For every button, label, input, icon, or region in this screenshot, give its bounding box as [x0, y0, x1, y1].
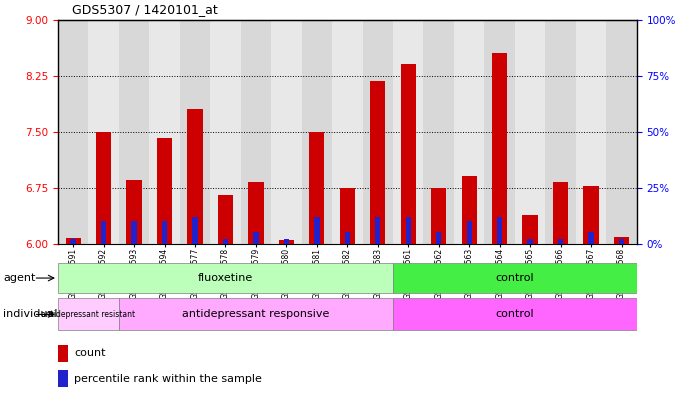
- Bar: [558, 239, 563, 244]
- Text: GDS5307 / 1420101_at: GDS5307 / 1420101_at: [72, 3, 217, 16]
- Bar: [619, 239, 624, 244]
- Bar: [223, 239, 228, 244]
- Bar: [157, 138, 172, 244]
- Bar: [89, 20, 118, 244]
- Bar: [393, 299, 637, 330]
- Text: agent: agent: [3, 273, 36, 283]
- Bar: [393, 263, 637, 293]
- Bar: [70, 239, 76, 244]
- Bar: [240, 20, 271, 244]
- Bar: [614, 237, 629, 244]
- Bar: [58, 370, 68, 387]
- Text: control: control: [496, 309, 534, 320]
- Bar: [58, 345, 68, 362]
- Text: percentile rank within the sample: percentile rank within the sample: [74, 374, 262, 384]
- Bar: [249, 182, 264, 244]
- Bar: [375, 217, 381, 244]
- Bar: [462, 176, 477, 244]
- Bar: [96, 132, 111, 244]
- Text: individual: individual: [3, 309, 58, 320]
- Bar: [400, 64, 416, 244]
- Bar: [65, 239, 81, 244]
- Bar: [127, 180, 142, 244]
- Bar: [332, 20, 362, 244]
- Bar: [484, 20, 515, 244]
- Bar: [436, 232, 441, 244]
- Bar: [101, 221, 106, 244]
- Bar: [497, 217, 503, 244]
- Bar: [58, 299, 118, 330]
- Bar: [314, 217, 319, 244]
- Bar: [210, 20, 240, 244]
- Bar: [606, 20, 637, 244]
- Bar: [515, 20, 545, 244]
- Bar: [118, 20, 149, 244]
- Bar: [149, 20, 180, 244]
- Text: fluoxetine: fluoxetine: [197, 273, 253, 283]
- Bar: [118, 299, 393, 330]
- Text: count: count: [74, 348, 106, 358]
- Bar: [340, 187, 355, 244]
- Bar: [345, 232, 350, 244]
- Bar: [58, 20, 89, 244]
- Bar: [454, 20, 484, 244]
- Bar: [492, 53, 507, 244]
- Bar: [545, 20, 576, 244]
- Bar: [584, 186, 599, 244]
- Bar: [192, 217, 197, 244]
- Text: antidepressant responsive: antidepressant responsive: [183, 309, 330, 320]
- Text: antidepressant resistant: antidepressant resistant: [42, 310, 136, 319]
- Bar: [522, 215, 538, 244]
- Bar: [279, 240, 294, 244]
- Bar: [180, 20, 210, 244]
- Bar: [218, 195, 233, 244]
- Bar: [302, 20, 332, 244]
- Bar: [370, 81, 385, 244]
- Bar: [431, 187, 446, 244]
- Bar: [253, 232, 259, 244]
- Bar: [309, 132, 324, 244]
- Bar: [131, 221, 137, 244]
- Bar: [58, 263, 393, 293]
- Bar: [284, 239, 289, 244]
- Bar: [553, 182, 568, 244]
- Bar: [576, 20, 606, 244]
- Text: control: control: [496, 273, 534, 283]
- Bar: [424, 20, 454, 244]
- Bar: [406, 217, 411, 244]
- Bar: [588, 232, 594, 244]
- Bar: [162, 221, 167, 244]
- Bar: [528, 239, 533, 244]
- Bar: [271, 20, 302, 244]
- Bar: [362, 20, 393, 244]
- Bar: [466, 221, 472, 244]
- Bar: [393, 20, 424, 244]
- Bar: [187, 109, 203, 244]
